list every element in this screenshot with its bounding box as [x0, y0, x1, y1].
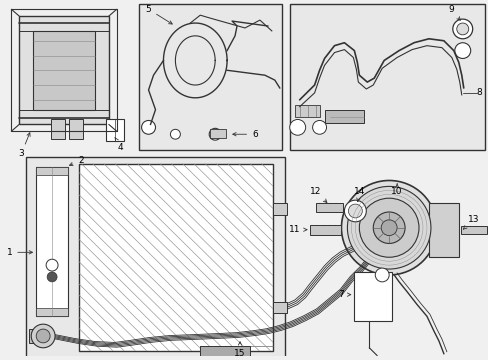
Circle shape [31, 324, 55, 348]
Text: 7: 7 [338, 290, 350, 299]
Bar [272, 203, 286, 215]
Bar [36, 309, 68, 316]
Bar [460, 226, 486, 234]
Bar [309, 225, 341, 235]
Circle shape [372, 212, 404, 243]
Text: 10: 10 [390, 184, 402, 196]
Bar [294, 105, 319, 117]
Text: 1: 1 [6, 248, 32, 257]
Bar [138, 4, 281, 150]
Text: 12: 12 [309, 187, 326, 202]
Text: 14: 14 [353, 187, 364, 202]
Circle shape [312, 121, 326, 134]
Bar [105, 120, 123, 141]
Bar [19, 16, 108, 125]
Bar [324, 110, 364, 123]
Bar [210, 129, 225, 138]
Circle shape [346, 186, 430, 269]
Text: 2: 2 [69, 156, 83, 166]
Circle shape [341, 180, 436, 275]
Circle shape [454, 43, 470, 58]
Bar [33, 31, 95, 110]
Circle shape [452, 19, 472, 39]
Bar [315, 203, 343, 212]
Circle shape [347, 204, 362, 218]
Circle shape [374, 268, 388, 282]
Bar [29, 329, 43, 343]
Bar [36, 167, 68, 316]
Text: 5: 5 [145, 5, 172, 24]
Text: 3: 3 [19, 133, 30, 158]
Bar [272, 302, 286, 313]
Bar [354, 272, 391, 321]
Circle shape [359, 198, 418, 257]
Circle shape [46, 259, 58, 271]
Circle shape [456, 23, 468, 35]
Bar [200, 346, 249, 360]
Bar [26, 157, 284, 359]
Text: 6: 6 [232, 130, 257, 139]
Bar [428, 203, 458, 257]
Circle shape [142, 121, 155, 134]
Bar [69, 120, 83, 139]
Text: 15: 15 [234, 342, 245, 358]
Circle shape [36, 329, 50, 343]
Text: 4: 4 [115, 138, 123, 152]
Text: 8: 8 [476, 89, 482, 98]
Text: 9: 9 [447, 5, 459, 20]
Text: 13: 13 [462, 215, 478, 229]
Bar [51, 120, 65, 139]
Text: 11: 11 [288, 225, 306, 234]
Bar [3, 3, 132, 149]
Bar [289, 4, 484, 150]
Circle shape [344, 200, 366, 222]
Circle shape [47, 272, 57, 282]
Circle shape [289, 120, 305, 135]
Circle shape [209, 128, 221, 140]
Bar [79, 164, 272, 351]
Bar [36, 167, 68, 175]
Circle shape [381, 220, 396, 235]
Circle shape [170, 129, 180, 139]
